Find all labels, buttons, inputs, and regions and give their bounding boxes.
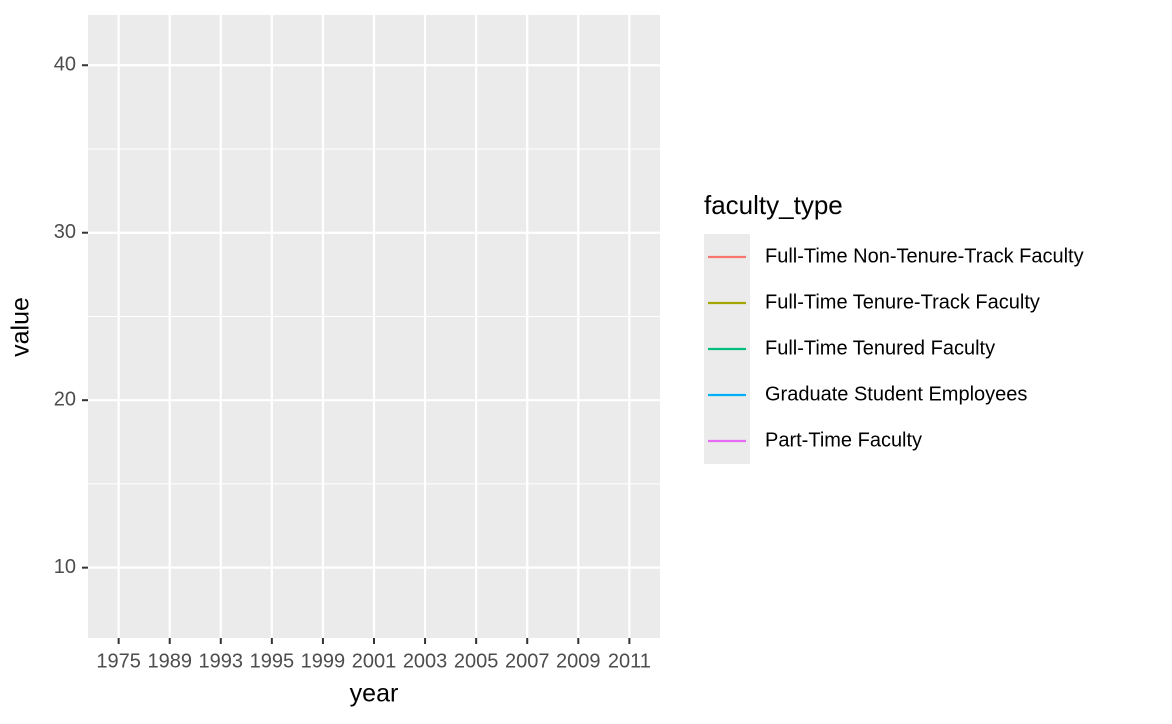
legend-label: Full-Time Tenure-Track Faculty	[765, 291, 1040, 313]
x-tick-label: 2005	[454, 650, 499, 672]
x-tick-label: 1995	[250, 650, 295, 672]
legend-label: Graduate Student Employees	[765, 383, 1027, 405]
x-tick-label: 1999	[301, 650, 346, 672]
legend-title: faculty_type	[704, 190, 843, 220]
y-tick-label: 20	[54, 388, 76, 410]
x-tick-label: 2003	[403, 650, 448, 672]
x-tick-label: 2001	[352, 650, 397, 672]
legend-label: Part-Time Faculty	[765, 429, 922, 451]
x-tick-label: 2009	[556, 650, 601, 672]
y-tick-label: 40	[54, 54, 76, 76]
y-tick-label: 30	[54, 221, 76, 243]
y-axis-title: value	[7, 297, 35, 357]
legend-label: Full-Time Tenured Faculty	[765, 337, 995, 359]
x-tick-label: 2011	[608, 650, 651, 672]
x-tick-label: 2007	[505, 650, 550, 672]
x-tick-label: 1993	[199, 650, 244, 672]
legend-label: Full-Time Non-Tenure-Track Faculty	[765, 245, 1084, 267]
y-tick-label: 10	[54, 556, 76, 578]
x-tick-label: 1975	[96, 650, 141, 672]
x-axis-title: year	[350, 680, 399, 708]
x-tick-label: 1989	[147, 650, 192, 672]
